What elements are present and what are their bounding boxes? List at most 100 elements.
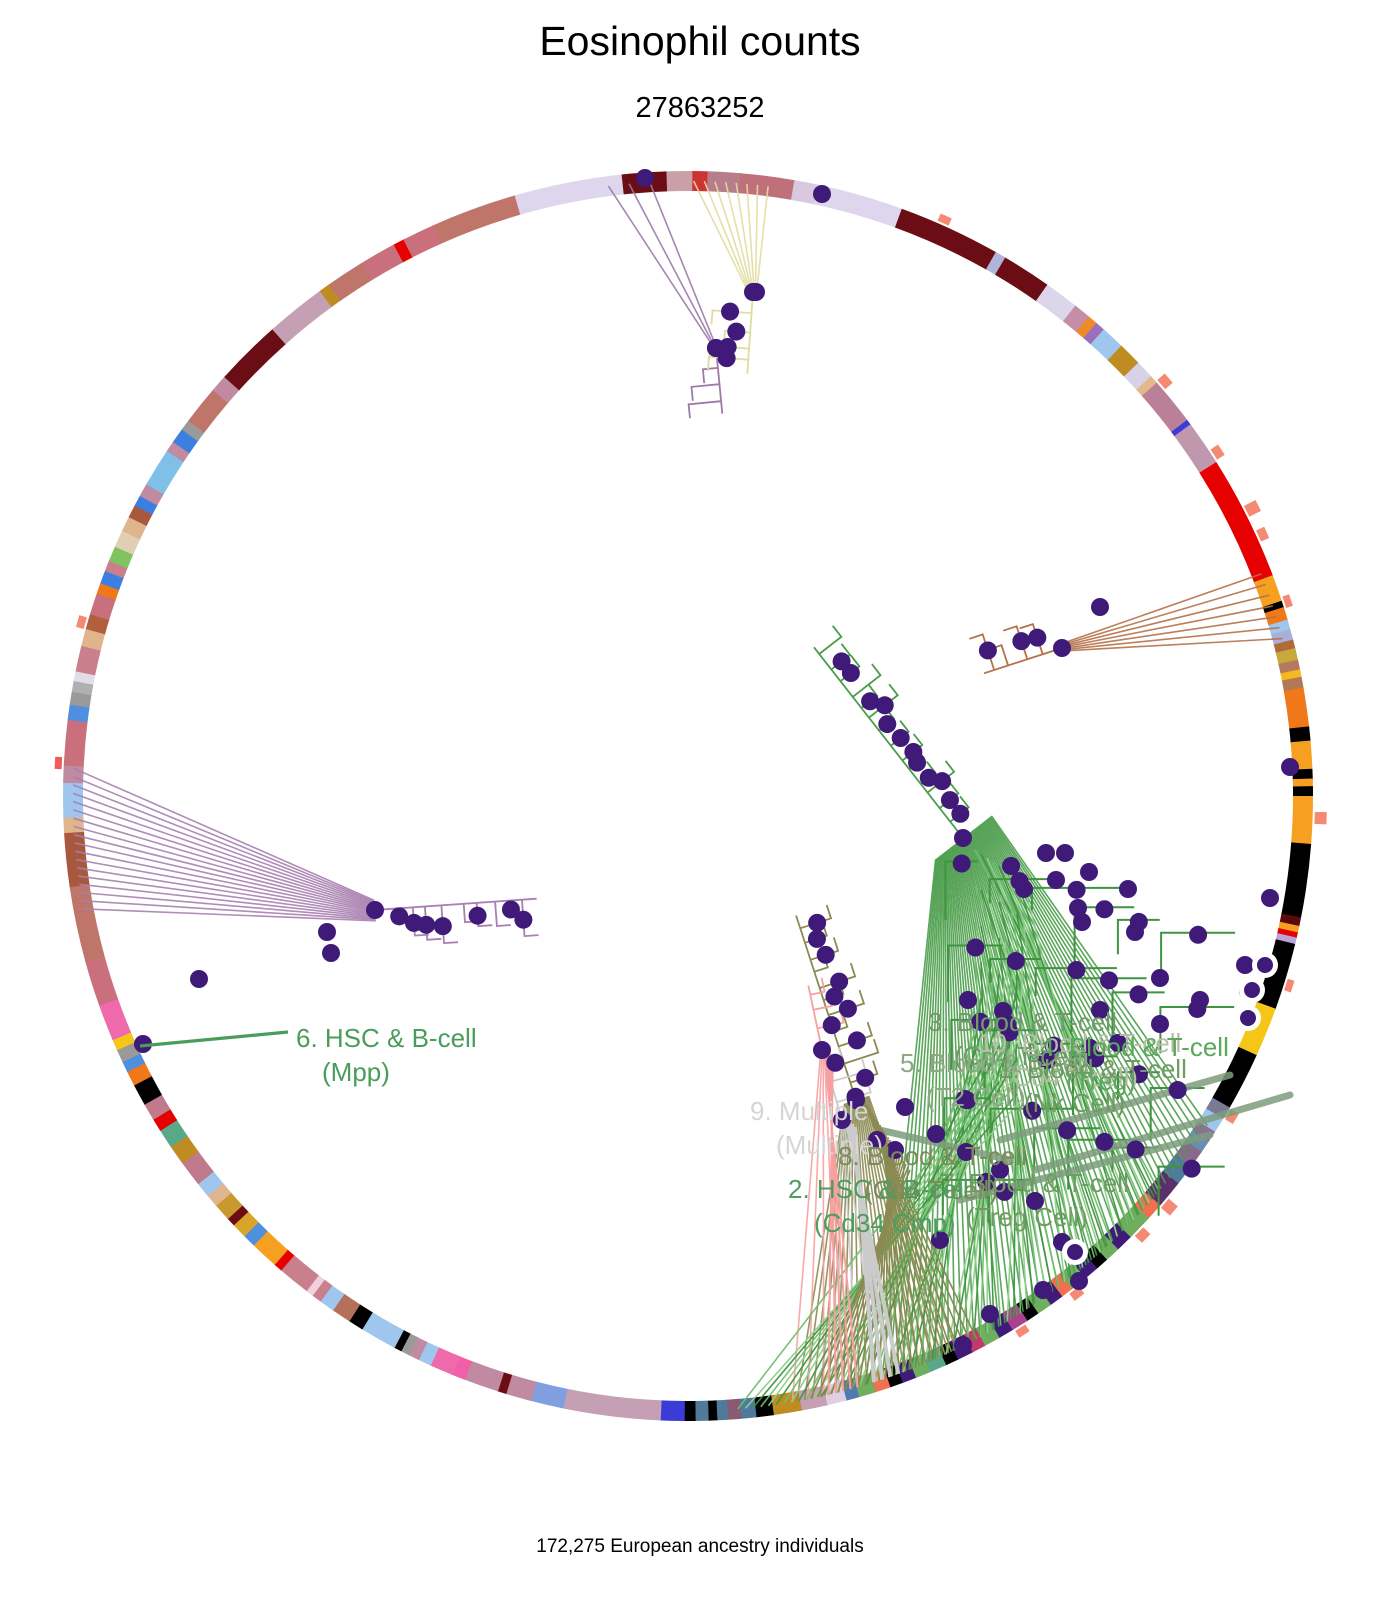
outer-tick [1160, 1198, 1178, 1216]
snp-marker [318, 923, 336, 941]
dendrogram-leaf-line [83, 908, 376, 922]
ring-segment [81, 627, 106, 651]
outer-tick [1282, 594, 1293, 608]
snp-marker [1038, 1051, 1056, 1069]
annotation-label-ann-4: 4. Blood & T-cell [1040, 1032, 1229, 1062]
ring-segment [666, 171, 694, 192]
ring-segment [361, 244, 405, 281]
snp-marker [1028, 628, 1047, 647]
dendrogram-leaf-line [1016, 877, 1124, 1232]
snp-marker [1091, 598, 1109, 616]
dendrogram-leaf-line [791, 1050, 822, 1403]
dendrogram-node [810, 977, 826, 996]
annotation-sublabel-ann-4: (Treg) [1066, 1066, 1136, 1096]
snp-marker [808, 913, 827, 932]
dendrogram-trunk [983, 647, 1063, 675]
ring-segment [1123, 362, 1152, 391]
ring-segment [172, 428, 199, 454]
snp-marker [878, 715, 897, 734]
ring-segment [753, 1395, 774, 1418]
ring-segment [417, 1341, 440, 1366]
ring-segment [121, 1052, 146, 1072]
dendrogram-leaf-line [1022, 917, 1066, 1283]
snp-marker [931, 1231, 949, 1249]
ring-segment [790, 180, 820, 205]
ring-segment [206, 1182, 232, 1207]
dendrogram-leaf-line [1061, 605, 1274, 649]
ring-segment [67, 703, 90, 723]
dendrogram-node [1070, 977, 1147, 1033]
dendrogram-leaf-line [941, 852, 945, 1357]
ring-segment [496, 1371, 513, 1395]
ring-segment [1278, 921, 1300, 934]
ring-segment [319, 1284, 345, 1311]
dendrogram-leaf-line [1062, 626, 1280, 651]
dendrogram-node [989, 1107, 1074, 1134]
page-title: Eosinophil counts [539, 18, 861, 64]
dendrogram-leaf-line [81, 899, 376, 921]
dendrogram-leaf-line [737, 1101, 976, 1410]
dendrogram-trunk [813, 646, 964, 839]
dendrogram-leaf-line [980, 889, 1107, 1248]
ring-segment [429, 1346, 461, 1376]
snp-marker [1095, 900, 1114, 919]
annotation-label-ann-10: 10. Blood & T-cell [978, 1028, 1181, 1058]
dendrogram-leaf-line [1062, 616, 1277, 650]
dendrogram-leaf-line [73, 817, 376, 909]
dendrogram-leaf-line [1062, 637, 1283, 652]
ring-segment [1199, 462, 1274, 584]
ring-segment [403, 224, 443, 258]
dendrogram-leaf-line [816, 1166, 909, 1398]
snp-marker [1006, 952, 1025, 971]
dendrogram-node [818, 625, 843, 655]
ring-segment [215, 1191, 243, 1220]
annotation-label-ann-8: 8. Blood & T-cell [838, 1141, 1027, 1171]
dendrogram-highlight [996, 1071, 1234, 1144]
snp-marker [1015, 880, 1033, 898]
snp-marker [1056, 844, 1074, 862]
ring-segment [181, 1150, 214, 1185]
snp-marker [994, 1002, 1012, 1020]
snp-marker [856, 1068, 875, 1087]
ring-segment [232, 1210, 259, 1237]
ring-segment [463, 1360, 505, 1392]
dendrogram-leaf-line [72, 800, 375, 906]
ring-segment [1262, 600, 1285, 615]
snp-marker-layer [134, 169, 1299, 1354]
ring-segment [1035, 284, 1077, 322]
ring-segment [1062, 305, 1090, 333]
snp-marker [707, 339, 725, 357]
dendrogram-leaf-line [78, 875, 376, 917]
dendrogram-node [1034, 967, 1117, 996]
snp-marker [1244, 982, 1260, 998]
snp-marker [1091, 1001, 1109, 1019]
dendrogram-trunk [715, 347, 724, 414]
dendrogram-leaf-line [76, 858, 376, 915]
ring-segment [305, 1274, 325, 1296]
dendrogram-leaf-line [987, 817, 1197, 1144]
snp-marker [971, 1012, 990, 1031]
snp-marker [1109, 1034, 1127, 1052]
ring-segment [715, 1399, 729, 1421]
dendrogram-leaf-line [75, 850, 376, 914]
dendrogram-node [494, 901, 511, 927]
dendrogram-leaf-line [853, 1126, 876, 1383]
snp-marker [822, 1016, 841, 1035]
annotation-sublabel-ann-1: (Nk Cell) [1024, 1088, 1125, 1118]
annotation-sublabel-ann-5: (T2 Cell) [926, 1082, 1026, 1112]
dendrogram-node [843, 1038, 880, 1065]
ring-segment [85, 955, 119, 1006]
snp-marker [1067, 961, 1086, 980]
dendrogram-leaf-line [755, 186, 769, 293]
ring-segment [706, 1400, 718, 1421]
ring-segment [96, 582, 120, 601]
dendrogram-leaf-line [842, 1101, 853, 1392]
dendrogram-leaf-line [760, 1089, 1012, 1408]
snp-marker [868, 1131, 886, 1149]
ring-segment [1076, 316, 1098, 339]
dendrogram-leaf-line [945, 989, 1024, 1355]
annotation-sublabel-ann-8: (Cd4 T-cell) [864, 1175, 998, 1205]
snp-marker [1129, 1065, 1148, 1084]
ring-segment [1115, 1204, 1149, 1239]
dendrogram-leaf-line [74, 842, 376, 912]
